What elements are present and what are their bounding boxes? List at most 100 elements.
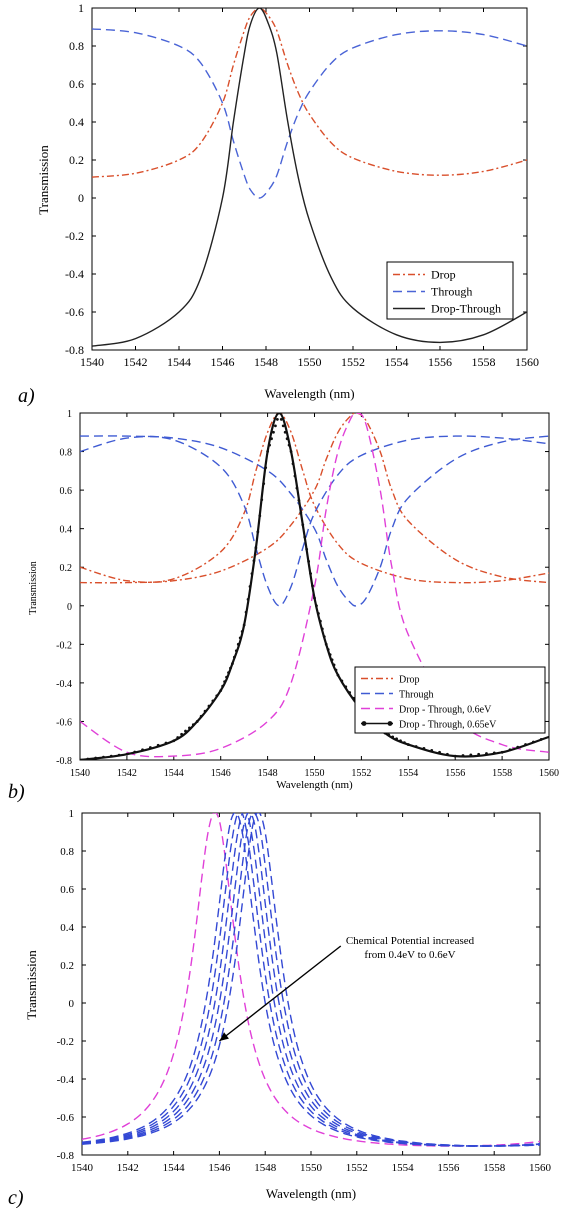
series-line-0 (82, 813, 540, 1147)
series-marker (508, 748, 512, 752)
series-marker (262, 482, 266, 486)
series-marker (240, 630, 244, 633)
x-tick-label: 1550 (300, 1162, 323, 1174)
series-line-drop (92, 8, 527, 178)
series-marker (299, 511, 303, 515)
series-marker (318, 619, 322, 623)
series-marker (80, 758, 82, 760)
series-marker (242, 623, 246, 627)
series-marker (232, 655, 236, 659)
series-marker (500, 750, 504, 754)
series-marker (387, 733, 391, 737)
series-marker (270, 437, 273, 441)
y-tick-label: -0.8 (56, 756, 72, 767)
plot-area (92, 8, 527, 347)
series-marker (236, 642, 240, 646)
series-marker (445, 752, 449, 756)
y-tick-label: 0.2 (60, 563, 73, 574)
series-marker (414, 745, 418, 748)
series-marker (531, 740, 535, 744)
series-marker (326, 648, 330, 651)
series-marker (283, 430, 287, 434)
y-tick-label: 0 (78, 191, 84, 205)
series-marker (195, 720, 199, 723)
series-marker (234, 649, 238, 653)
series-marker (248, 585, 252, 588)
x-tick-label: 1560 (529, 1162, 552, 1174)
series-marker (324, 642, 328, 646)
series-marker (172, 739, 176, 743)
series-marker (184, 729, 187, 733)
series-marker (469, 753, 473, 757)
series-marker (215, 694, 219, 698)
legend-entry: Drop - Through, 0.6eV (399, 705, 492, 716)
y-tick-label: -0.8 (57, 1150, 75, 1162)
series-marker (256, 530, 260, 534)
y-axis-label: Transmission (28, 561, 39, 615)
series-marker (94, 756, 98, 760)
series-marker (272, 430, 275, 434)
series-marker (191, 723, 195, 727)
series-marker (336, 673, 340, 677)
series-marker (285, 437, 289, 441)
series-marker (266, 450, 269, 453)
x-tick-label: 1546 (208, 1162, 231, 1174)
series-marker (422, 747, 426, 750)
legend: Drop Through Drop-Through (386, 261, 514, 320)
x-axis-label: Wavelength (nm) (264, 386, 354, 401)
series-marker (348, 691, 352, 694)
series-marker (313, 596, 316, 600)
y-axis-label: Transmission (24, 950, 39, 1020)
series-marker (125, 752, 129, 756)
series-marker (275, 418, 279, 421)
series-marker (225, 675, 228, 679)
series-marker (287, 443, 291, 447)
annotation-arrow (218, 945, 342, 1042)
y-tick-label: 0 (69, 998, 75, 1010)
y-tick-label: 0.6 (60, 486, 73, 497)
y-tick-label: 1 (67, 409, 72, 420)
series-marker (492, 751, 496, 755)
series-marker (277, 413, 281, 415)
series-marker (516, 745, 520, 749)
series-marker (322, 635, 326, 639)
series-marker (227, 671, 230, 675)
series-marker (453, 754, 457, 758)
series-marker (330, 658, 334, 662)
series-marker (117, 753, 121, 757)
series-marker (211, 699, 215, 703)
series-line-2 (82, 813, 540, 1147)
series-marker (148, 746, 152, 749)
y-tick-label: -0.2 (65, 229, 84, 243)
series-marker (207, 704, 211, 708)
series-marker (264, 466, 268, 470)
series-line-through (80, 435, 549, 607)
x-axis-label: Wavelength (nm) (266, 1186, 356, 1201)
series-marker (258, 514, 262, 518)
panel-label: a) (18, 385, 35, 407)
legend-box (354, 666, 546, 734)
series-marker (219, 689, 223, 692)
series-marker (332, 663, 336, 667)
y-tick-label: -0.6 (56, 717, 72, 728)
series-marker (203, 709, 207, 713)
series-marker (223, 680, 227, 684)
y-tick-label: 0.6 (60, 884, 74, 896)
y-tick-label: 0.2 (60, 960, 74, 972)
series-marker (477, 752, 481, 756)
series-line-5 (82, 813, 540, 1147)
y-tick-label: -0.4 (56, 679, 72, 690)
series-marker (289, 450, 293, 453)
series-marker (303, 535, 307, 539)
x-tick-label: 1540 (80, 355, 104, 369)
y-tick-label: 0.4 (60, 922, 74, 934)
panel-label: b) (8, 781, 25, 803)
x-tick-label: 1544 (164, 768, 184, 779)
series-marker (109, 754, 113, 758)
series-marker (268, 443, 271, 447)
x-tick-label: 1550 (305, 768, 325, 779)
series-line-1 (82, 813, 540, 1147)
x-tick-label: 1542 (117, 1162, 139, 1174)
series-marker (395, 737, 398, 741)
series-marker (524, 743, 527, 746)
